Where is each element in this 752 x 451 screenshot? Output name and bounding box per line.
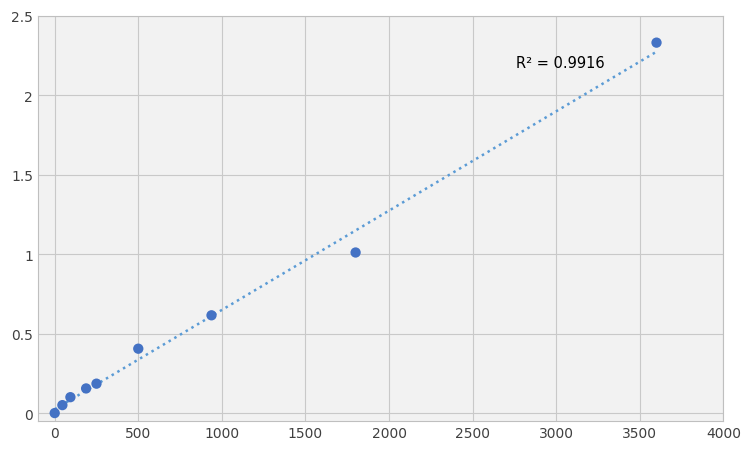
Point	[56, 402, 68, 409]
Point	[65, 394, 77, 401]
Point	[650, 40, 663, 47]
Point	[80, 385, 92, 392]
Point	[90, 380, 102, 387]
Text: R² = 0.9916: R² = 0.9916	[516, 55, 605, 70]
Point	[205, 312, 217, 319]
Point	[350, 249, 362, 257]
Point	[49, 410, 61, 417]
Point	[132, 345, 144, 353]
